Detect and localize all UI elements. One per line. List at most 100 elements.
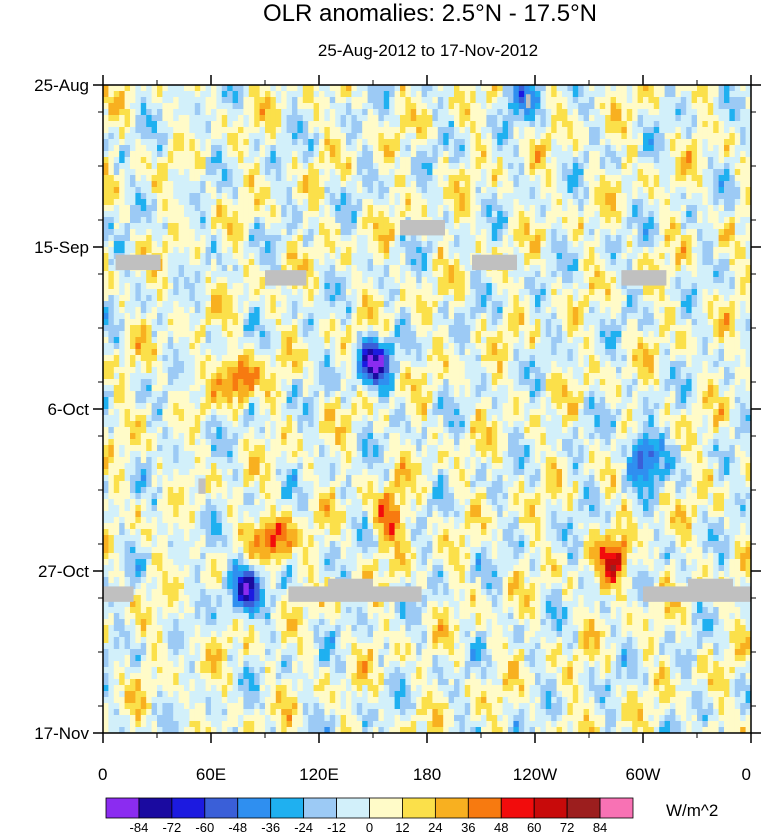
anomaly-cell [610,157,617,164]
anomaly-cell [670,145,676,152]
anomaly-cell [394,181,401,188]
anomaly-cell [254,325,261,332]
anomaly-cell [562,157,568,164]
anomaly-cell [572,163,579,170]
anomaly-cell [572,307,579,314]
anomaly-cell [464,235,471,242]
anomaly-cell [135,205,142,212]
anomaly-cell [632,175,639,182]
anomaly-cell [524,235,531,242]
anomaly-cell [648,103,655,110]
anomaly-cell [157,139,163,146]
anomaly-cell [162,199,169,206]
anomaly-cell [140,181,147,188]
anomaly-cell [216,109,223,116]
anomaly-cell [740,145,747,152]
anomaly-cell [691,241,698,248]
anomaly-cell [448,307,455,314]
anomaly-cell [513,85,520,92]
anomaly-cell [184,187,190,194]
anomaly-cell [189,121,196,128]
anomaly-cell [346,223,352,230]
anomaly-cell [319,283,325,290]
anomaly-cell [481,313,487,320]
anomaly-cell [567,85,574,92]
anomaly-cell [626,163,633,170]
anomaly-cell [405,193,412,200]
anomaly-cell [157,319,163,326]
anomaly-cell [578,121,585,128]
anomaly-cell [367,283,374,290]
anomaly-cell [589,97,595,104]
anomaly-cell [724,103,730,110]
anomaly-cell [200,235,207,242]
anomaly-cell [232,319,239,326]
anomaly-cell [594,211,601,218]
anomaly-cell [459,301,466,308]
anomaly-cell [124,271,131,278]
anomaly-cell [518,241,525,248]
anomaly-cell [140,151,147,158]
anomaly-cell [232,85,239,92]
anomaly-cell [248,103,255,110]
anomaly-cell [259,205,266,212]
anomaly-cell [567,283,574,290]
anomaly-cell [108,259,115,266]
anomaly-cell [216,217,223,224]
anomaly-cell [108,91,115,98]
anomaly-cell [356,187,363,194]
anomaly-cell [653,235,660,242]
anomaly-cell [113,127,120,134]
anomaly-cell [146,271,153,278]
anomaly-cell [329,313,336,320]
anomaly-cell [383,253,390,260]
anomaly-cell [448,271,455,278]
anomaly-cell [578,325,585,332]
anomaly-cell [373,265,379,272]
anomaly-cell [113,217,120,224]
anomaly-cell [286,139,293,146]
anomaly-cell [167,91,174,98]
anomaly-cell [146,133,153,140]
anomaly-cell [626,229,633,236]
anomaly-cell [308,103,315,110]
anomaly-cell [572,211,579,218]
anomaly-cell [740,115,747,122]
anomaly-cell [227,319,234,326]
anomaly-cell [351,235,358,242]
anomaly-cell [135,145,142,152]
anomaly-cell [119,271,126,278]
anomaly-cell [632,241,639,248]
anomaly-cell [670,127,676,134]
anomaly-cell [389,193,396,200]
anomaly-cell [643,301,649,308]
anomaly-cell [265,181,271,188]
anomaly-cell [610,139,617,146]
anomaly-cell [535,163,541,170]
anomaly-cell [745,133,751,140]
anomaly-cell [416,253,423,260]
anomaly-cell [227,271,234,278]
anomaly-cell [135,295,142,302]
anomaly-cell [227,169,234,176]
anomaly-cell [119,229,126,236]
anomaly-cell [632,247,639,254]
anomaly-cell [167,127,174,134]
anomaly-cell [367,313,374,320]
anomaly-cell [610,187,617,194]
anomaly-cell [205,163,212,170]
anomaly-cell [643,175,649,182]
anomaly-cell [432,187,439,194]
anomaly-cell [572,133,579,140]
anomaly-cell [637,205,644,212]
anomaly-cell [691,217,698,224]
anomaly-cell [329,283,336,290]
anomaly-cell [713,157,720,164]
anomaly-cell [362,115,369,122]
anomaly-cell [648,217,655,224]
anomaly-cell [454,85,460,92]
anomaly-cell [319,139,325,146]
anomaly-cell [443,199,450,206]
anomaly-cell [535,97,541,104]
anomaly-cell [265,247,271,254]
